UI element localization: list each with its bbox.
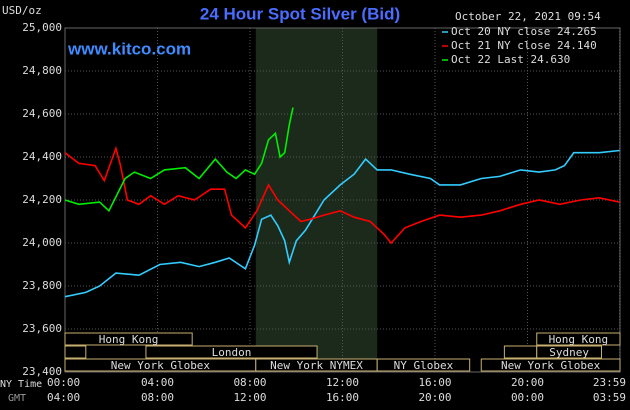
session-box (64, 332, 193, 346)
legend-entry: Oct 20 NY close 24.265 (451, 25, 597, 38)
x2-tick-label: 12:00 (233, 391, 266, 404)
x-tick-label: 12:00 (326, 376, 359, 389)
y-tick-label: 23,800 (22, 279, 62, 292)
y-tick-label: 24,000 (22, 236, 62, 249)
legend-name: Oct 21 NY close (451, 39, 550, 52)
session-label: NY Globex (394, 359, 454, 372)
legend-entry: Oct 21 NY close 24.140 (451, 39, 597, 52)
session-label: New York NYMEX (270, 359, 363, 372)
x2-tick-label: 08:00 (141, 391, 174, 404)
legend-value: 24.265 (557, 25, 597, 38)
y-tick-label: 24,800 (22, 64, 62, 77)
site: www.kitco.com (67, 39, 191, 58)
session-box (376, 358, 471, 372)
x-tick-label: 20:00 (511, 376, 544, 389)
x2-tick-label: 20:00 (418, 391, 451, 404)
session-label: New York Globex (501, 359, 601, 372)
y-tick-label: 23,400 (22, 365, 62, 378)
x-row-label: NY Time (0, 379, 42, 390)
legend-name: Oct 22 Last (451, 53, 524, 66)
session-box (480, 358, 621, 372)
legend-value: 24.140 (557, 39, 597, 52)
x2-tick-label: 04:00 (47, 391, 80, 404)
x-tick-label: 23:59 (593, 376, 626, 389)
series-line (64, 107, 294, 213)
session-label: London (212, 346, 252, 359)
series-line (64, 149, 620, 298)
x-tick-label: 08:00 (233, 376, 266, 389)
x2-tick-label: 16:00 (326, 391, 359, 404)
x2-tick-label: 03:59 (593, 391, 626, 404)
session-box (64, 345, 87, 359)
unit-label: USD/oz (2, 4, 42, 17)
session-highlight (255, 28, 378, 372)
session-label: Hong Kong (549, 333, 609, 346)
legend-name: Oct 20 NY close (451, 25, 550, 38)
y-tick-label: 24,200 (22, 193, 62, 206)
x2-row-label: GMT (8, 393, 26, 404)
y-tick-label: 24,600 (22, 107, 62, 120)
x-tick-label: 16:00 (418, 376, 451, 389)
timestamp: October 22, 2021 09:54 (455, 10, 601, 23)
legend-entry: Oct 22 Last 24.630 (451, 53, 570, 66)
session-box (536, 332, 621, 346)
y-tick-label: 25,000 (22, 21, 62, 34)
session-box (145, 345, 318, 359)
session-label: New York Globex (111, 359, 211, 372)
session-box (536, 345, 602, 359)
series-line (64, 145, 620, 245)
x-tick-label: 00:00 (47, 376, 80, 389)
x2-tick-label: 00:00 (511, 391, 544, 404)
chart-title: 24 Hour Spot Silver (Bid) (200, 4, 400, 23)
x-tick-label: 04:00 (141, 376, 174, 389)
session-box (503, 345, 538, 359)
legend-value: 24.630 (530, 53, 570, 66)
y-tick-label: 24,400 (22, 150, 62, 163)
y-tick-label: 23,600 (22, 322, 62, 335)
session-label: Hong Kong (99, 333, 159, 346)
session-label: Sydney (549, 346, 589, 359)
